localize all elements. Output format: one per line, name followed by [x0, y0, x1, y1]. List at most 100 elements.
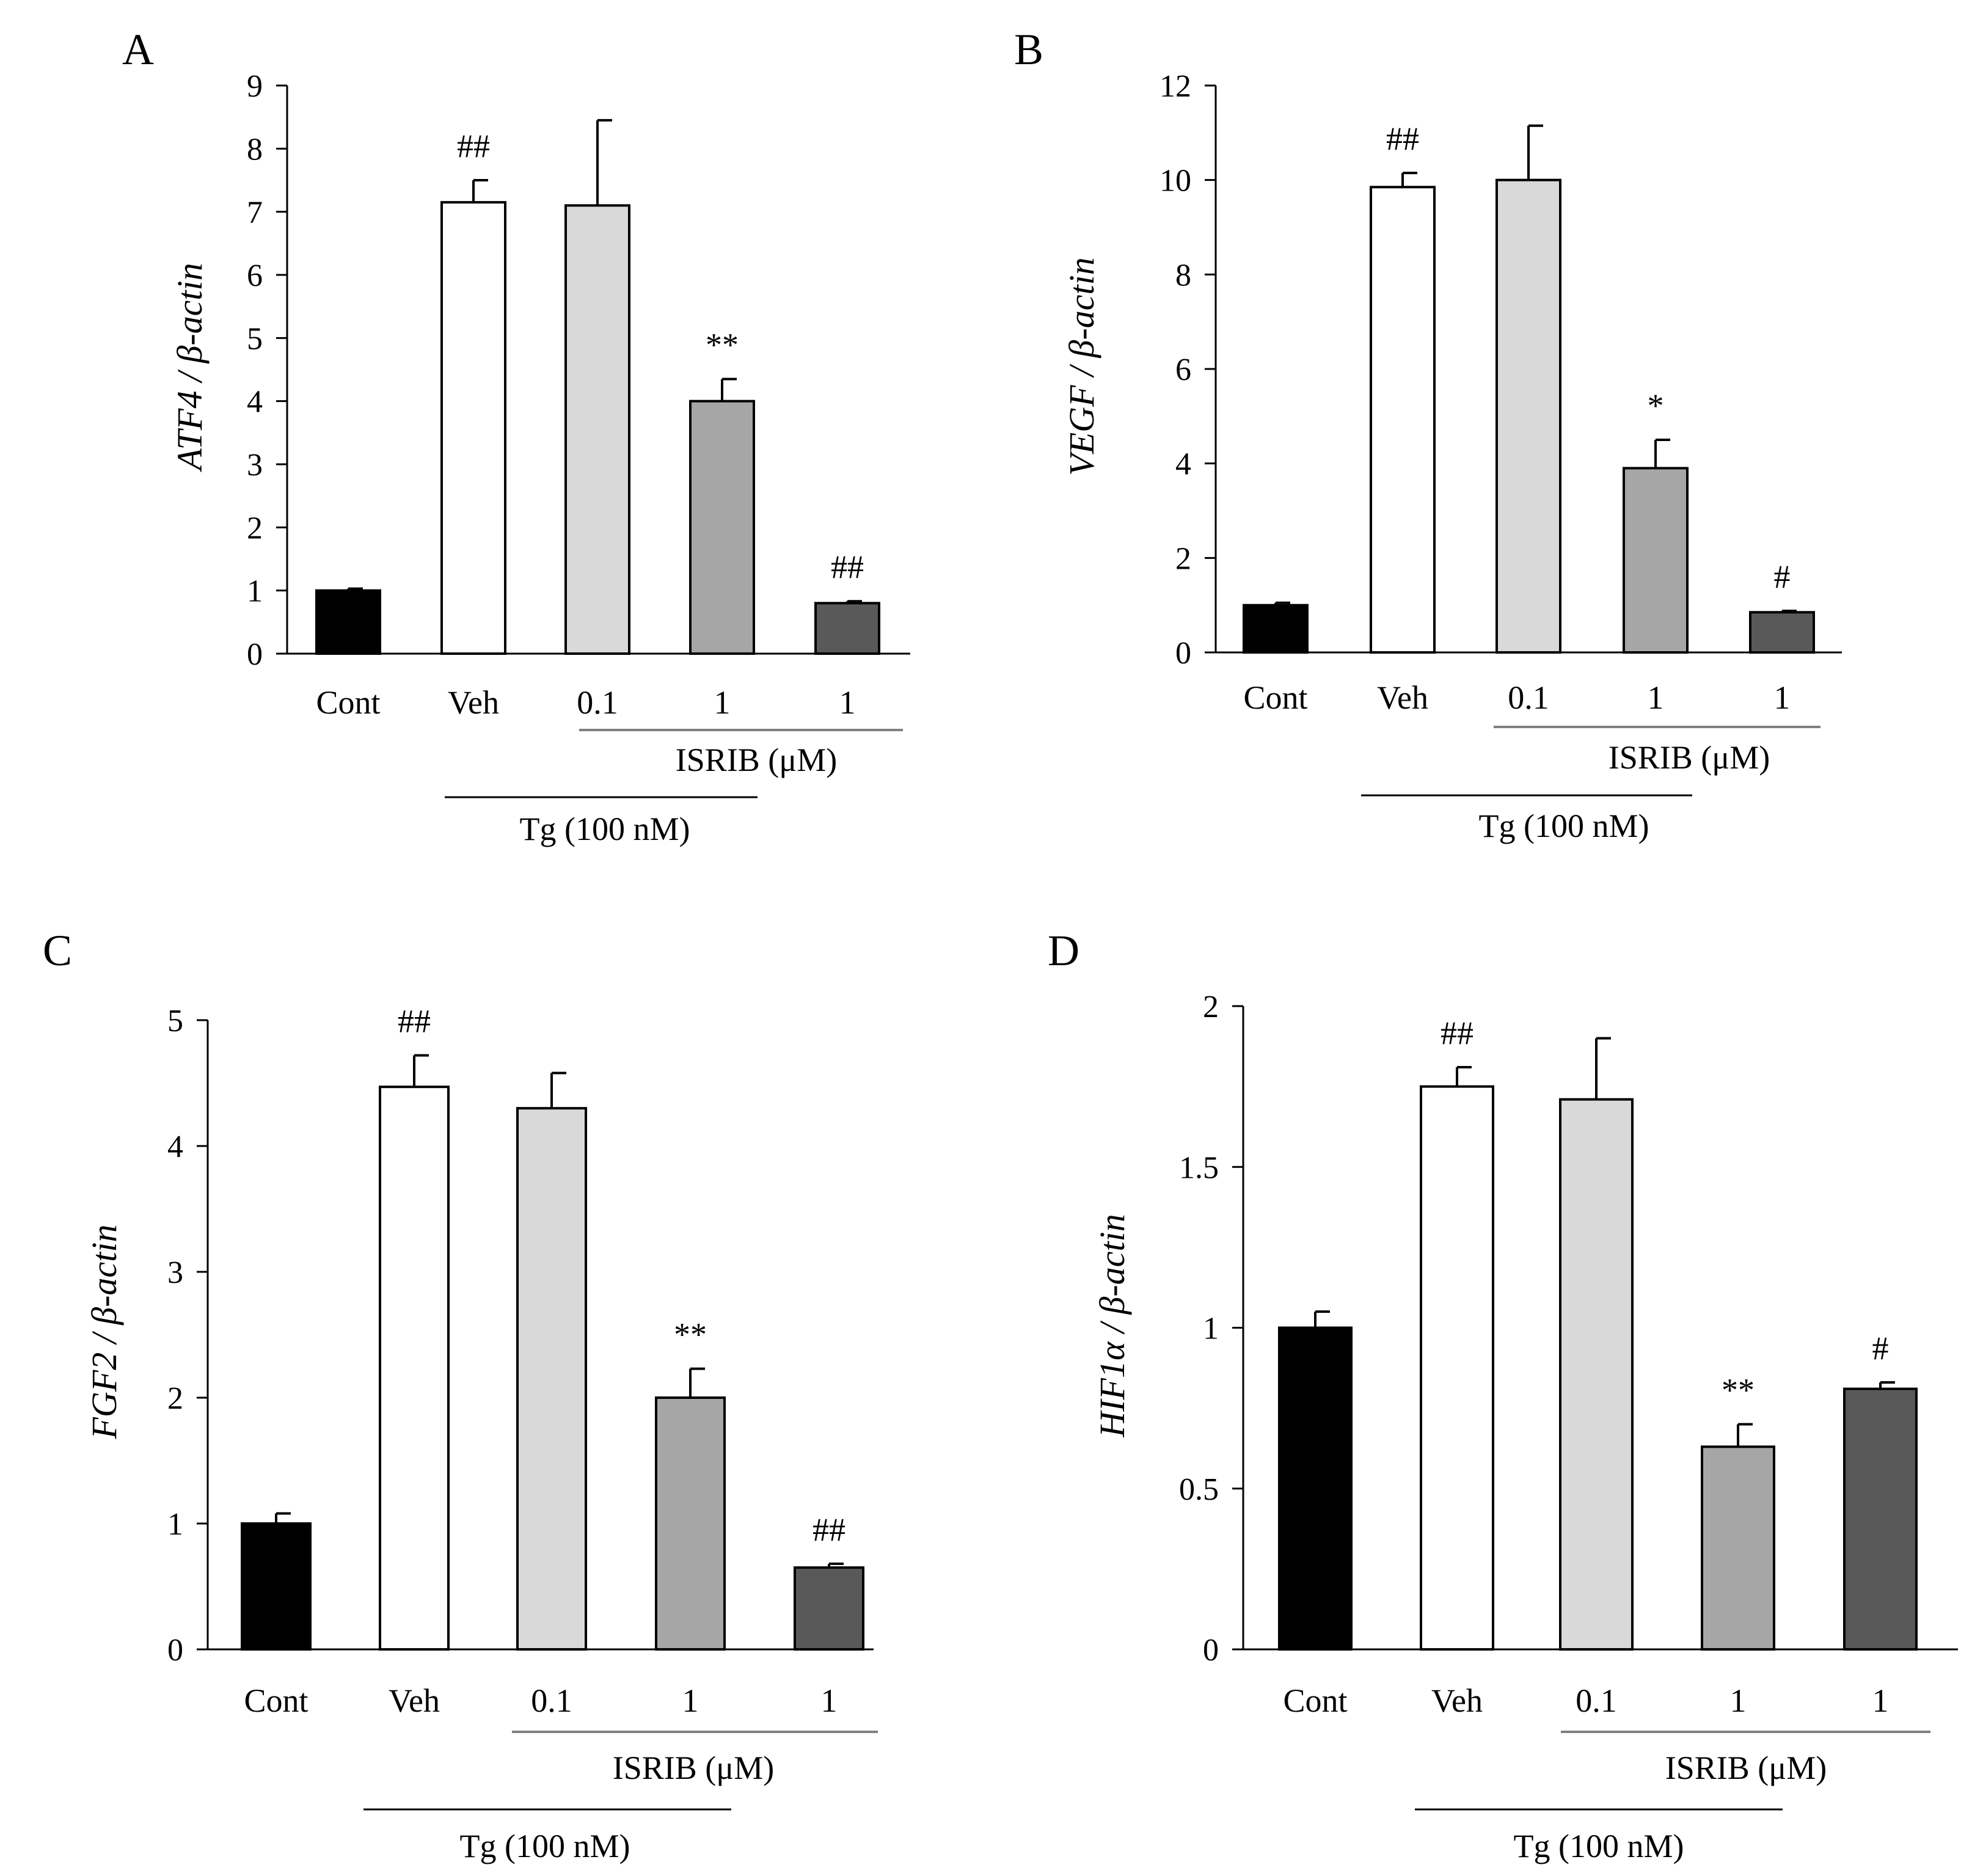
category-label: 1	[714, 684, 731, 721]
tg-group-label: Tg (100 nM)	[460, 1828, 630, 1864]
y-tick-label: 4	[167, 1130, 183, 1164]
category-label: 1	[821, 1682, 838, 1719]
category-label: 0.1	[1576, 1682, 1617, 1719]
bar-3	[1559, 1098, 1634, 1651]
y-tick-label: 10	[1159, 164, 1191, 199]
panel-letter: D	[1048, 926, 1079, 975]
bar-5	[1749, 611, 1815, 654]
significance-label: ##	[398, 1003, 431, 1040]
category-label: 0.1	[531, 1682, 572, 1719]
bar-1	[241, 1522, 312, 1651]
panel-letter: B	[1014, 25, 1043, 74]
significance-label: #	[1872, 1330, 1889, 1367]
y-tick-label: 6	[1175, 352, 1191, 387]
category-label: Veh	[448, 684, 499, 721]
y-tick-label: 7	[247, 195, 263, 230]
bar-4	[1623, 467, 1689, 654]
y-tick-label: 9	[247, 69, 263, 104]
y-tick-label: 3	[167, 1255, 183, 1290]
bar-4	[689, 400, 755, 655]
panel-a: A ATF4 / β-actin 0 1 2 3 4 5 6 7 8 9 Cont ## Veh 0.1 ** 1…	[122, 25, 910, 847]
significance-label: **	[706, 327, 739, 363]
bar-1	[1243, 604, 1309, 654]
y-tick-label: 2	[247, 511, 263, 546]
y-tick-label: 5	[167, 1004, 183, 1038]
significance-label: ##	[457, 128, 490, 164]
y-tick-label: 4	[1175, 447, 1191, 482]
significance-label: #	[1774, 558, 1791, 595]
category-label: Veh	[1377, 679, 1428, 716]
y-tick-label: 1	[247, 574, 263, 609]
category-label: 1	[1774, 679, 1791, 716]
bar-5	[1843, 1387, 1918, 1651]
y-tick-label: 8	[247, 132, 263, 167]
bar-1	[315, 589, 381, 655]
isrib-group-label: ISRIB (μM)	[613, 1750, 774, 1786]
bar-5	[794, 1566, 864, 1651]
bar-4	[1701, 1445, 1775, 1651]
panel-c: C FGF2 / β-actin 0 1 2 3 4 5 Cont ## Veh 0.1 ** 1 ## 1 I…	[43, 926, 878, 1864]
significance-label: **	[1722, 1371, 1755, 1408]
y-axis-label: HIF1α / β-actin	[1092, 1214, 1132, 1437]
category-label: Cont	[1243, 679, 1307, 716]
isrib-group-label: ISRIB (μM)	[1609, 739, 1770, 776]
y-axis-label: ATF4 / β-actin	[170, 263, 210, 472]
bar-1	[1278, 1326, 1353, 1651]
panel-letter: C	[43, 926, 72, 975]
category-label: 1	[1648, 679, 1664, 716]
category-label: 0.1	[1508, 679, 1549, 716]
isrib-group-label: ISRIB (μM)	[1665, 1750, 1827, 1786]
y-tick-label: 0	[167, 1633, 183, 1668]
bar-3	[1495, 178, 1561, 654]
bar-2	[379, 1086, 450, 1651]
bar-2	[1420, 1085, 1494, 1651]
bar-4	[655, 1396, 726, 1651]
y-tick-label: 4	[247, 385, 263, 420]
category-label: 1	[1872, 1682, 1889, 1719]
category-label: 1	[839, 684, 856, 721]
y-tick-label: 5	[247, 321, 263, 356]
bar-3	[516, 1107, 587, 1651]
y-tick-label: 0	[247, 637, 263, 672]
panel-b: B VEGF / β-actin 0 2 4 6 8 10 12 Cont ## Veh 0.1 * 1 #1…	[1014, 25, 1842, 844]
category-label: Cont	[316, 684, 380, 721]
y-tick-label: 3	[247, 448, 263, 483]
category-label: Veh	[1431, 1682, 1483, 1719]
panel-letter: A	[122, 25, 154, 74]
tg-group-label: Tg (100 nM)	[1514, 1828, 1684, 1864]
isrib-group-label: ISRIB (μM)	[676, 742, 837, 778]
y-tick-label: 1	[1203, 1312, 1219, 1346]
tg-group-label: Tg (100 nM)	[520, 811, 690, 847]
significance-label: **	[674, 1316, 707, 1353]
panel-d: D HIF1α / β-actin 0 0.5 1 1.5 2 Cont ## Veh 0.1 ** 1…	[1048, 926, 1958, 1864]
y-axis-label: FGF2 / β-actin	[84, 1224, 124, 1439]
category-label: 0.1	[577, 684, 618, 721]
bar-5	[814, 602, 880, 655]
significance-label: ##	[831, 549, 864, 585]
bar-3	[564, 204, 630, 655]
bar-2	[1370, 186, 1436, 654]
y-tick-label: 0.5	[1179, 1472, 1219, 1507]
category-label: 1	[1730, 1682, 1747, 1719]
significance-label: ##	[1386, 120, 1419, 157]
y-tick-label: 12	[1159, 69, 1191, 104]
tg-group-label: Tg (100 nM)	[1479, 808, 1649, 844]
y-tick-label: 2	[1203, 990, 1219, 1024]
category-label: Veh	[389, 1682, 440, 1719]
significance-label: ##	[813, 1511, 845, 1548]
y-tick-label: 2	[167, 1381, 183, 1416]
y-tick-label: 1	[167, 1507, 183, 1542]
category-label: Cont	[1283, 1682, 1347, 1719]
significance-label: *	[1648, 387, 1664, 424]
category-label: 1	[682, 1682, 699, 1719]
y-axis-label: VEGF / β-actin	[1062, 257, 1101, 475]
category-label: Cont	[244, 1682, 308, 1719]
y-tick-label: 1.5	[1179, 1150, 1219, 1185]
y-tick-label: 6	[247, 258, 263, 293]
y-tick-label: 8	[1175, 258, 1191, 293]
bar-2	[440, 201, 506, 655]
significance-label: ##	[1441, 1015, 1474, 1051]
y-tick-label: 0	[1203, 1633, 1219, 1668]
y-tick-label: 2	[1175, 541, 1191, 576]
